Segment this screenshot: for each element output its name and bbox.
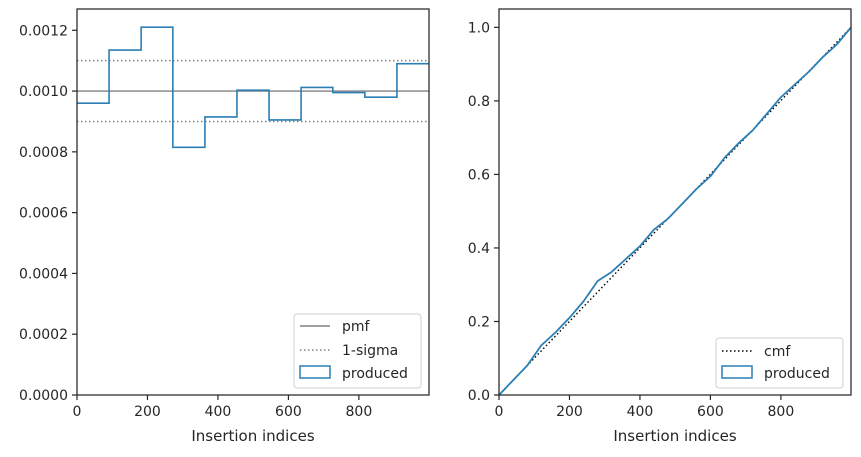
- legend-produced-swatch: [299, 365, 331, 379]
- left-ytick-label: 0.0006: [19, 206, 68, 222]
- right-ytick-label: 0.4: [468, 241, 490, 257]
- right-xtick-label: 800: [768, 404, 795, 420]
- right-xtick-label: 0: [495, 404, 504, 420]
- right-x-ticks: 0 200 400 600 800: [495, 395, 795, 420]
- axes-frame-left: [76, 8, 430, 396]
- left-ytick-label: 0.0012: [19, 23, 68, 39]
- axes-frame-right: [498, 8, 852, 396]
- legend-produced-label: produced: [342, 366, 408, 382]
- cmf-line: [498, 26, 852, 396]
- right-ytick-label: 0.8: [468, 94, 490, 110]
- left-ytick-label: 0.0008: [19, 145, 68, 161]
- right-y-ticks: 0.0 0.2 0.4 0.6 0.8 1.0: [468, 20, 499, 404]
- left-xtick-label: 600: [275, 404, 302, 420]
- right-xtick-label: 400: [627, 404, 654, 420]
- left-ytick-label: 0.0000: [19, 388, 68, 404]
- legend-sigma-label: 1-sigma: [342, 343, 398, 359]
- plot-area-right: [499, 9, 851, 395]
- left-xtick-label: 400: [205, 404, 232, 420]
- left-plot-content: [77, 26, 429, 149]
- left-legend: pmf 1-sigma produced: [293, 313, 422, 389]
- right-xtick-label: 600: [697, 404, 724, 420]
- left-x-axis-label: Insertion indices: [191, 427, 314, 445]
- right-plot-content: [498, 26, 852, 396]
- left-ytick-label: 0.0002: [19, 327, 68, 343]
- left-xtick-label: 200: [134, 404, 161, 420]
- produced-cumulative-line: [498, 26, 852, 396]
- right-ytick-label: 1.0: [468, 20, 490, 36]
- legend-produced-label: produced: [764, 366, 830, 382]
- pmf-histogram-panel: 0 200 400 600 800 0.00000.00020.00040.00060.…: [19, 8, 430, 445]
- right-ytick-label: 0.0: [468, 388, 490, 404]
- legend-box: [715, 337, 844, 389]
- right-ytick-label: 0.2: [468, 314, 490, 330]
- legend-cmf-label: cmf: [764, 344, 791, 360]
- left-ytick-label: 0.0010: [19, 84, 68, 100]
- legend-produced-swatch: [721, 365, 753, 379]
- left-xtick-label: 800: [346, 404, 373, 420]
- right-ytick-label: 0.6: [468, 167, 490, 183]
- cmf-panel: 0 200 400 600 800 0.0 0.2 0.4 0.6 0.8 1.0 Inserti…: [468, 8, 852, 445]
- right-xtick-label: 200: [556, 404, 583, 420]
- right-legend: cmf produced: [715, 337, 844, 389]
- legend-box: [293, 313, 422, 389]
- legend-pmf-label: pmf: [342, 319, 371, 335]
- left-ytick-label: 0.0004: [19, 266, 68, 282]
- left-x-ticks: 0 200 400 600 800: [73, 395, 373, 420]
- left-y-ticks: 0.0000 0.0002 0.0004 0.0006 0.0008 0.0010 0.00…: [19, 23, 77, 404]
- produced-histogram-step: [77, 26, 429, 149]
- right-x-axis-label: Insertion indices: [613, 427, 736, 445]
- left-xtick-label: 0: [73, 404, 82, 420]
